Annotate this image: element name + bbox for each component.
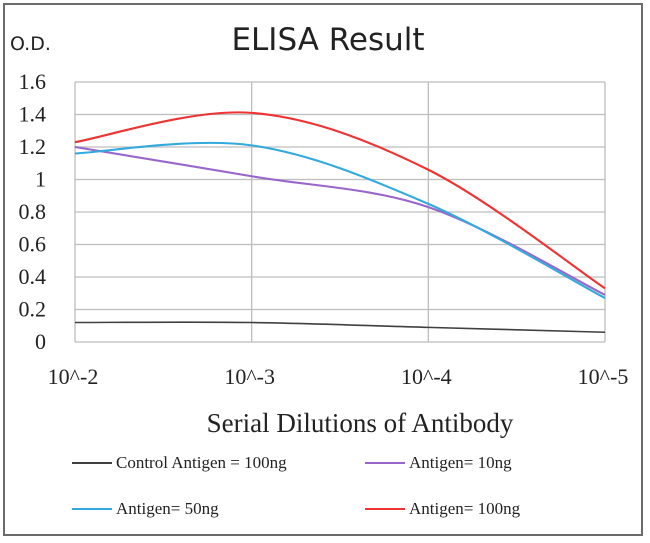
y-tick-label: 1: [35, 167, 46, 192]
legend-label-0: Control Antigen = 100ng: [116, 453, 287, 472]
legend-label-1: Antigen= 10ng: [409, 453, 512, 472]
x-axis-label: Serial Dilutions of Antibody: [207, 408, 514, 438]
y-axis-label: O.D.: [10, 33, 51, 55]
x-tick-label: 10^-4: [401, 364, 452, 389]
series-lines: [74, 111, 606, 334]
y-tick-label: 1.2: [19, 134, 47, 159]
chart-frame: [3, 3, 643, 536]
x-tick-label: 10^-3: [224, 364, 275, 389]
x-tick-label: 10^-2: [48, 364, 99, 389]
series-line-3: [74, 111, 606, 290]
y-tick-label: 0.4: [19, 264, 47, 289]
legend-label-2: Antigen= 50ng: [116, 499, 219, 518]
legend: Control Antigen = 100ng Antigen= 10ng Anti…: [72, 453, 521, 518]
y-tick-label: 0.6: [19, 232, 47, 257]
y-tick-label: 0: [35, 329, 46, 354]
y-tick-label: 1.4: [19, 102, 47, 127]
y-tick-label: 0.2: [19, 297, 47, 322]
y-tick-labels: 0 0.2 0.4 0.6 0.8 1 1.2 1.4 1.6: [19, 69, 47, 354]
x-tick-labels: 10^-2 10^-3 10^-4 10^-5: [48, 364, 629, 389]
series-line-2: [74, 141, 606, 300]
y-tick-label: 0.8: [19, 199, 47, 224]
legend-label-3: Antigen= 100ng: [409, 499, 521, 518]
series-line-0: [74, 321, 606, 334]
chart-title: ELISA Result: [231, 22, 424, 58]
y-tick-label: 1.6: [19, 69, 47, 94]
x-tick-label: 10^-5: [578, 364, 629, 389]
series-line-1: [74, 145, 606, 296]
gridlines: [74, 81, 606, 343]
